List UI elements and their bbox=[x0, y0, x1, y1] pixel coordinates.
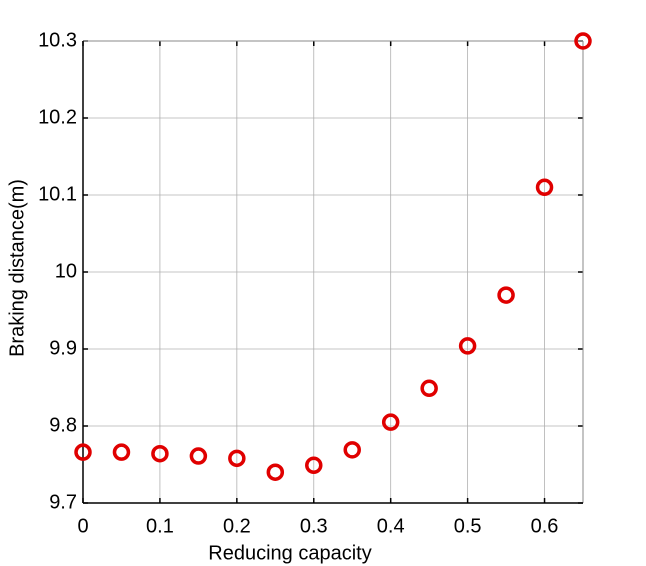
data-point bbox=[497, 286, 515, 304]
x-tick-label: 0.3 bbox=[300, 515, 328, 537]
data-point bbox=[305, 456, 323, 475]
y-tick-label: 10 bbox=[55, 260, 77, 282]
y-axis-label: Braking distance(m) bbox=[6, 179, 28, 357]
data-point bbox=[343, 441, 361, 459]
x-axis-label: Reducing capacity bbox=[208, 542, 371, 564]
data-point bbox=[574, 32, 592, 50]
y-tick-label: 10.2 bbox=[38, 106, 77, 128]
x-tick-label: 0.2 bbox=[223, 515, 251, 537]
data-point bbox=[381, 413, 400, 431]
y-tick-label: 9.9 bbox=[49, 337, 77, 359]
x-tick-label: 0 bbox=[77, 515, 88, 537]
y-tick-label: 10.1 bbox=[38, 183, 77, 205]
data-point bbox=[151, 444, 169, 463]
data-point bbox=[266, 463, 285, 481]
data-point bbox=[74, 443, 92, 461]
x-tick-label: 0.1 bbox=[146, 515, 174, 537]
y-tick-label: 9.7 bbox=[49, 491, 77, 513]
data-point bbox=[535, 178, 554, 197]
data-point bbox=[458, 337, 477, 355]
y-tick-label: 10.3 bbox=[38, 29, 77, 51]
x-tick-label: 0.6 bbox=[531, 515, 559, 537]
data-point bbox=[420, 379, 438, 398]
data-point bbox=[189, 447, 208, 465]
data-point bbox=[228, 449, 246, 468]
x-tick-label: 0.4 bbox=[377, 515, 405, 537]
x-tick-label: 0.5 bbox=[454, 515, 482, 537]
data-point bbox=[112, 443, 131, 461]
y-tick-label: 9.8 bbox=[49, 414, 77, 436]
